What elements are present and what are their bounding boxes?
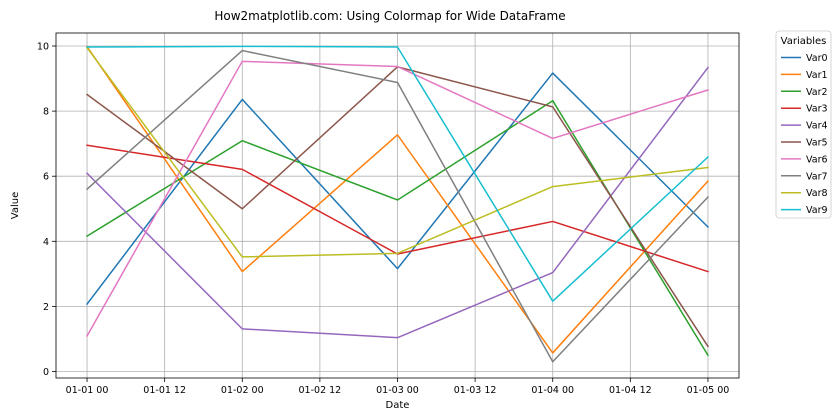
x-tick-label: 01-01 00 <box>66 385 109 396</box>
chart-title: How2matplotlib.com: Using Colormap for W… <box>214 9 565 23</box>
legend-label: Var4 <box>806 121 828 132</box>
legend-label: Var0 <box>806 53 828 64</box>
y-tick-label: 10 <box>37 42 49 53</box>
y-tick-label: 0 <box>43 367 49 378</box>
series-line-var6 <box>86 60 709 338</box>
x-tick-label: 01-03 12 <box>454 385 497 396</box>
y-tick-label: 4 <box>43 237 49 248</box>
legend-label: Var3 <box>806 104 828 115</box>
x-axis: 01-01 00 01-01 12 01-02 00 01-02 12 01-03 00… <box>66 378 730 396</box>
x-tick-label: 01-02 12 <box>299 385 342 396</box>
legend: Variables Var0Var1Var2Var3Var4Var5Var6Va… <box>775 30 832 219</box>
legend-label: Var1 <box>806 70 828 81</box>
y-axis: 0 2 4 6 8 10 <box>37 42 56 378</box>
series-line-var9 <box>86 45 710 302</box>
legend-items: Var0 Var1 Var2 Var3 Var4 Var5 Var6 Var7 Var8 Var9 <box>781 53 828 216</box>
legend-label: Var7 <box>806 171 828 182</box>
legend-label: Var6 <box>806 154 828 165</box>
grid <box>56 33 739 378</box>
x-tick-label: 01-02 00 <box>221 385 264 396</box>
x-tick-label: 01-04 00 <box>531 385 574 396</box>
series-line-var0 <box>85 72 710 306</box>
legend-label: Var8 <box>806 188 828 199</box>
x-tick-label: 01-05 00 <box>687 385 730 396</box>
x-tick-label: 01-03 00 <box>376 385 419 396</box>
legend-label: Var5 <box>806 138 828 149</box>
legend-frame <box>775 30 832 219</box>
series-line-var8 <box>85 46 709 258</box>
x-tick-label: 01-04 12 <box>609 385 652 396</box>
series-line-var1 <box>86 45 710 354</box>
y-tick-label: 6 <box>43 172 49 183</box>
x-tick-label: 01-01 12 <box>143 385 186 396</box>
x-axis-label: Date <box>386 400 410 411</box>
legend-title: Variables <box>781 36 827 47</box>
legend-label: Var9 <box>806 205 828 216</box>
y-tick-label: 2 <box>43 302 49 313</box>
legend-label: Var2 <box>806 87 828 98</box>
series-lines <box>85 45 710 363</box>
y-axis-label: Value <box>10 192 21 219</box>
y-tick-label: 8 <box>43 107 49 118</box>
series-line-var4 <box>85 66 710 339</box>
series-line-var7 <box>85 49 710 363</box>
